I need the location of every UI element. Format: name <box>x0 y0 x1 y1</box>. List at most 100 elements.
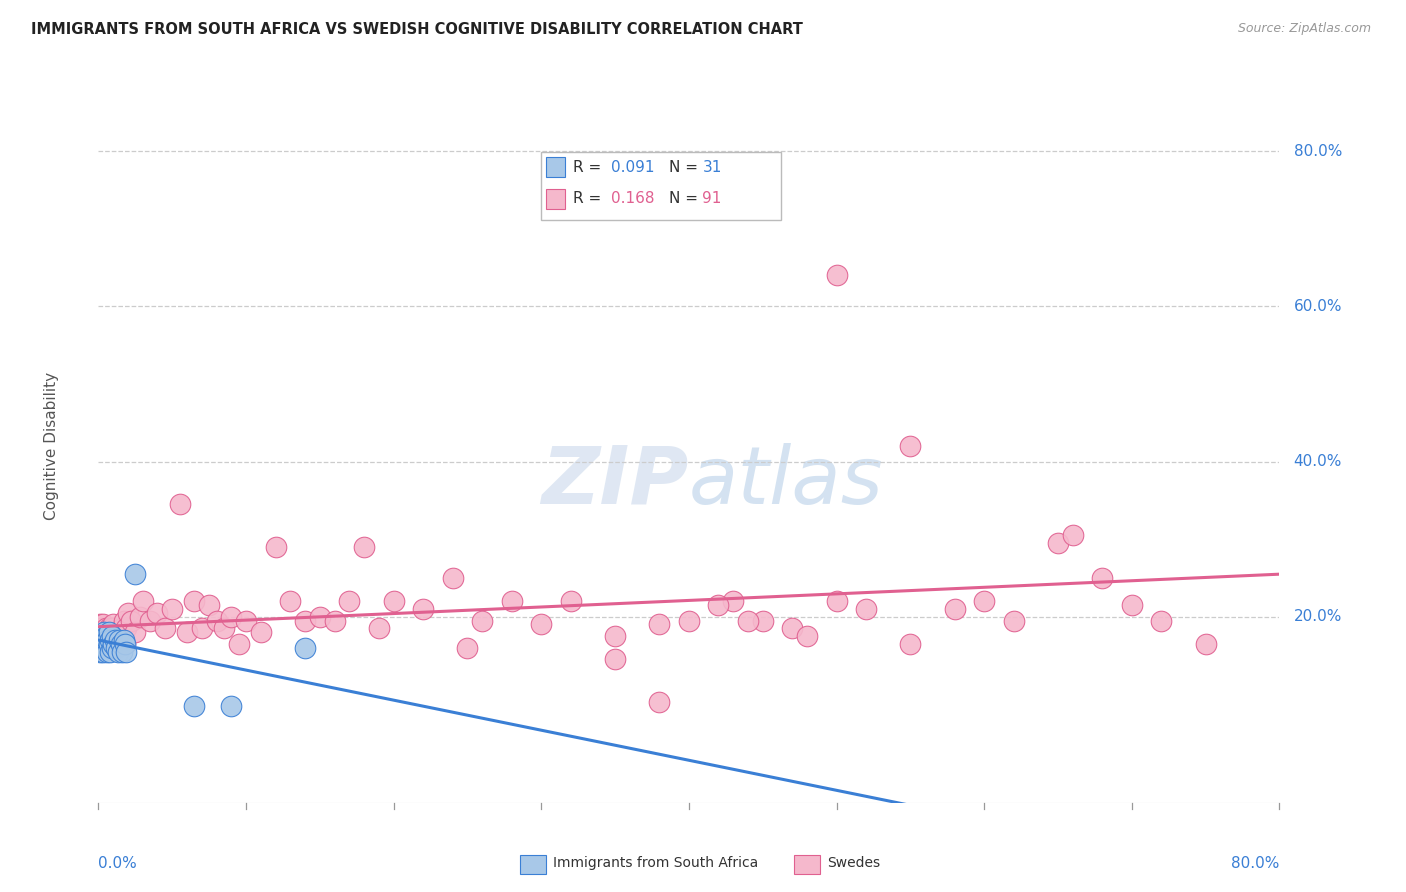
Point <box>228 637 250 651</box>
Text: Source: ZipAtlas.com: Source: ZipAtlas.com <box>1237 22 1371 36</box>
Point <box>294 640 316 655</box>
Point <box>183 698 205 713</box>
Point <box>1195 637 1218 651</box>
Text: 0.091: 0.091 <box>612 160 655 175</box>
Point <box>117 606 139 620</box>
Point <box>97 637 120 651</box>
Point <box>105 640 128 655</box>
Point <box>89 632 111 647</box>
Text: 80.0%: 80.0% <box>1294 144 1341 159</box>
Text: 0.168: 0.168 <box>612 192 655 206</box>
Point <box>1002 614 1025 628</box>
Point <box>107 637 129 651</box>
Point <box>97 621 120 635</box>
Point <box>100 632 122 647</box>
Point <box>605 629 627 643</box>
Point <box>309 609 332 624</box>
Point <box>93 625 115 640</box>
Point <box>96 625 118 640</box>
Text: Immigrants from South Africa: Immigrants from South Africa <box>553 856 758 871</box>
Point <box>108 632 131 647</box>
Point <box>91 632 114 647</box>
Point <box>1150 614 1173 628</box>
Point <box>100 640 122 655</box>
Point <box>737 614 759 628</box>
Point <box>110 637 132 651</box>
Point <box>441 571 464 585</box>
Text: 40.0%: 40.0% <box>1294 454 1341 469</box>
Point <box>114 637 136 651</box>
Point <box>752 614 775 628</box>
Text: Cognitive Disability: Cognitive Disability <box>44 372 59 520</box>
Point <box>825 594 848 608</box>
Point <box>128 609 150 624</box>
Point <box>103 637 125 651</box>
Text: N =: N = <box>669 192 703 206</box>
Point <box>108 625 131 640</box>
Text: N =: N = <box>669 160 703 175</box>
Point <box>90 629 112 643</box>
Point <box>678 614 700 628</box>
Point <box>103 617 125 632</box>
Point <box>796 629 818 643</box>
Point <box>91 644 114 658</box>
Point <box>176 625 198 640</box>
Point <box>96 632 118 647</box>
Point <box>91 629 114 643</box>
Point <box>162 602 183 616</box>
Text: atlas: atlas <box>689 442 884 521</box>
Point <box>471 614 494 628</box>
Text: R =: R = <box>574 160 606 175</box>
Point <box>104 632 127 647</box>
Text: IMMIGRANTS FROM SOUTH AFRICA VS SWEDISH COGNITIVE DISABILITY CORRELATION CHART: IMMIGRANTS FROM SOUTH AFRICA VS SWEDISH … <box>31 22 803 37</box>
Point <box>205 614 228 628</box>
Point <box>104 632 127 647</box>
Point <box>93 637 115 651</box>
Point <box>648 617 671 632</box>
Point <box>120 614 142 628</box>
Point <box>105 629 128 643</box>
Point <box>825 268 848 283</box>
Point <box>89 617 111 632</box>
Point <box>100 621 122 635</box>
Point <box>212 621 235 635</box>
Point <box>115 621 138 635</box>
Point <box>111 621 134 635</box>
Point <box>221 609 243 624</box>
Point <box>323 614 346 628</box>
Point <box>98 644 121 658</box>
Point <box>368 621 391 635</box>
Point <box>132 594 155 608</box>
Point <box>900 637 922 651</box>
Point <box>501 594 523 608</box>
Text: 91: 91 <box>703 192 721 206</box>
Point <box>900 439 922 453</box>
Text: R =: R = <box>574 192 606 206</box>
Point <box>1121 598 1143 612</box>
Point <box>114 637 136 651</box>
Point <box>124 566 146 581</box>
Point <box>89 644 111 658</box>
Point <box>153 621 176 635</box>
Point <box>94 629 117 643</box>
Point <box>90 629 112 643</box>
Point <box>943 602 966 616</box>
Point <box>94 621 117 635</box>
Text: 60.0%: 60.0% <box>1294 299 1343 314</box>
Point <box>250 625 273 640</box>
Point <box>97 629 120 643</box>
Point <box>98 632 121 647</box>
Point <box>412 602 434 616</box>
Point <box>457 640 479 655</box>
Point <box>110 629 132 643</box>
Text: 31: 31 <box>703 160 721 175</box>
Point <box>112 632 135 647</box>
Point <box>782 621 804 635</box>
Text: 0.0%: 0.0% <box>98 856 138 871</box>
Point <box>96 632 118 647</box>
Point <box>111 644 134 658</box>
Point <box>124 625 146 640</box>
Point <box>707 598 730 612</box>
Point <box>1046 536 1070 550</box>
Point <box>169 497 191 511</box>
